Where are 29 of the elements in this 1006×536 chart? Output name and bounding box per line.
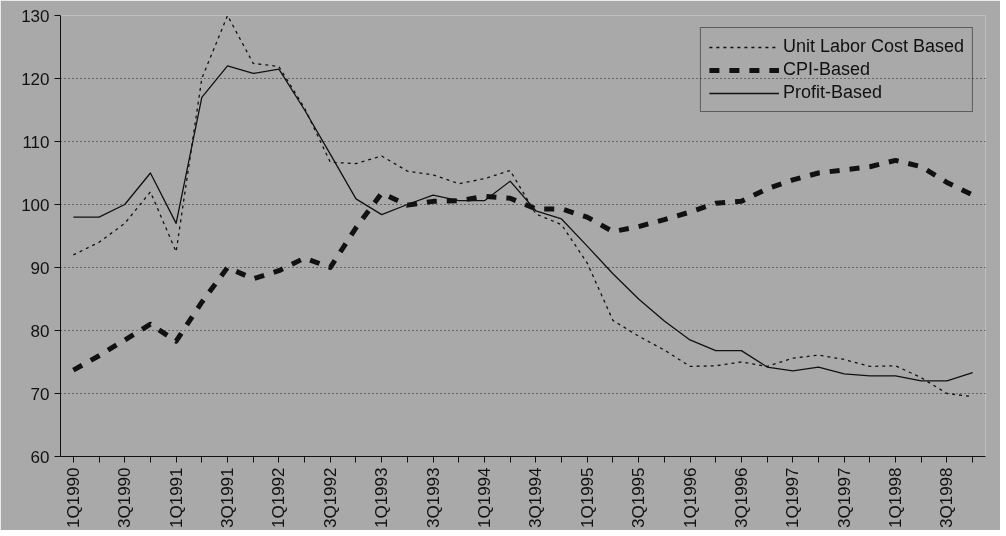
legend-label: Profit-Based: [782, 82, 882, 103]
x-tick-label: 1Q1997: [783, 467, 803, 528]
y-tick-label: 80: [30, 321, 50, 341]
x-tick-label: 3Q1992: [320, 467, 340, 528]
y-tick-label: 90: [30, 258, 50, 278]
y-tick-label: 60: [30, 447, 50, 467]
legend-label: CPI-Based: [782, 59, 870, 80]
x-tick-label: 3Q1994: [526, 467, 546, 528]
x-tick-label: 3Q1991: [218, 467, 238, 528]
y-tick-label: 120: [21, 69, 50, 89]
x-tick-label: 1Q1996: [680, 467, 700, 528]
x-tick-label: 3Q1997: [834, 467, 854, 528]
y-tick-label: 130: [21, 6, 50, 26]
x-tick-label: 1Q1990: [63, 467, 83, 528]
x-tick-label: 1Q1998: [886, 467, 906, 528]
x-tick-label: 3Q1993: [423, 467, 443, 528]
x-tick-label: 1Q1994: [474, 467, 494, 528]
x-tick-label: 1Q1991: [166, 467, 186, 528]
legend-label: Unit Labor Cost Based: [782, 36, 964, 57]
y-tick-label: 100: [21, 195, 50, 215]
x-tick-label: 1Q1992: [269, 467, 289, 528]
x-tick-label: 1Q1993: [372, 467, 392, 528]
x-tick-label: 1Q1995: [577, 467, 597, 528]
x-tick-label: 3Q1998: [937, 467, 957, 528]
x-tick-label: 3Q1990: [115, 467, 135, 528]
x-tick-label: 3Q1996: [731, 467, 751, 528]
y-tick-label: 70: [30, 384, 50, 404]
x-tick-label: 3Q1995: [629, 467, 649, 528]
y-tick-label: 110: [22, 132, 50, 152]
